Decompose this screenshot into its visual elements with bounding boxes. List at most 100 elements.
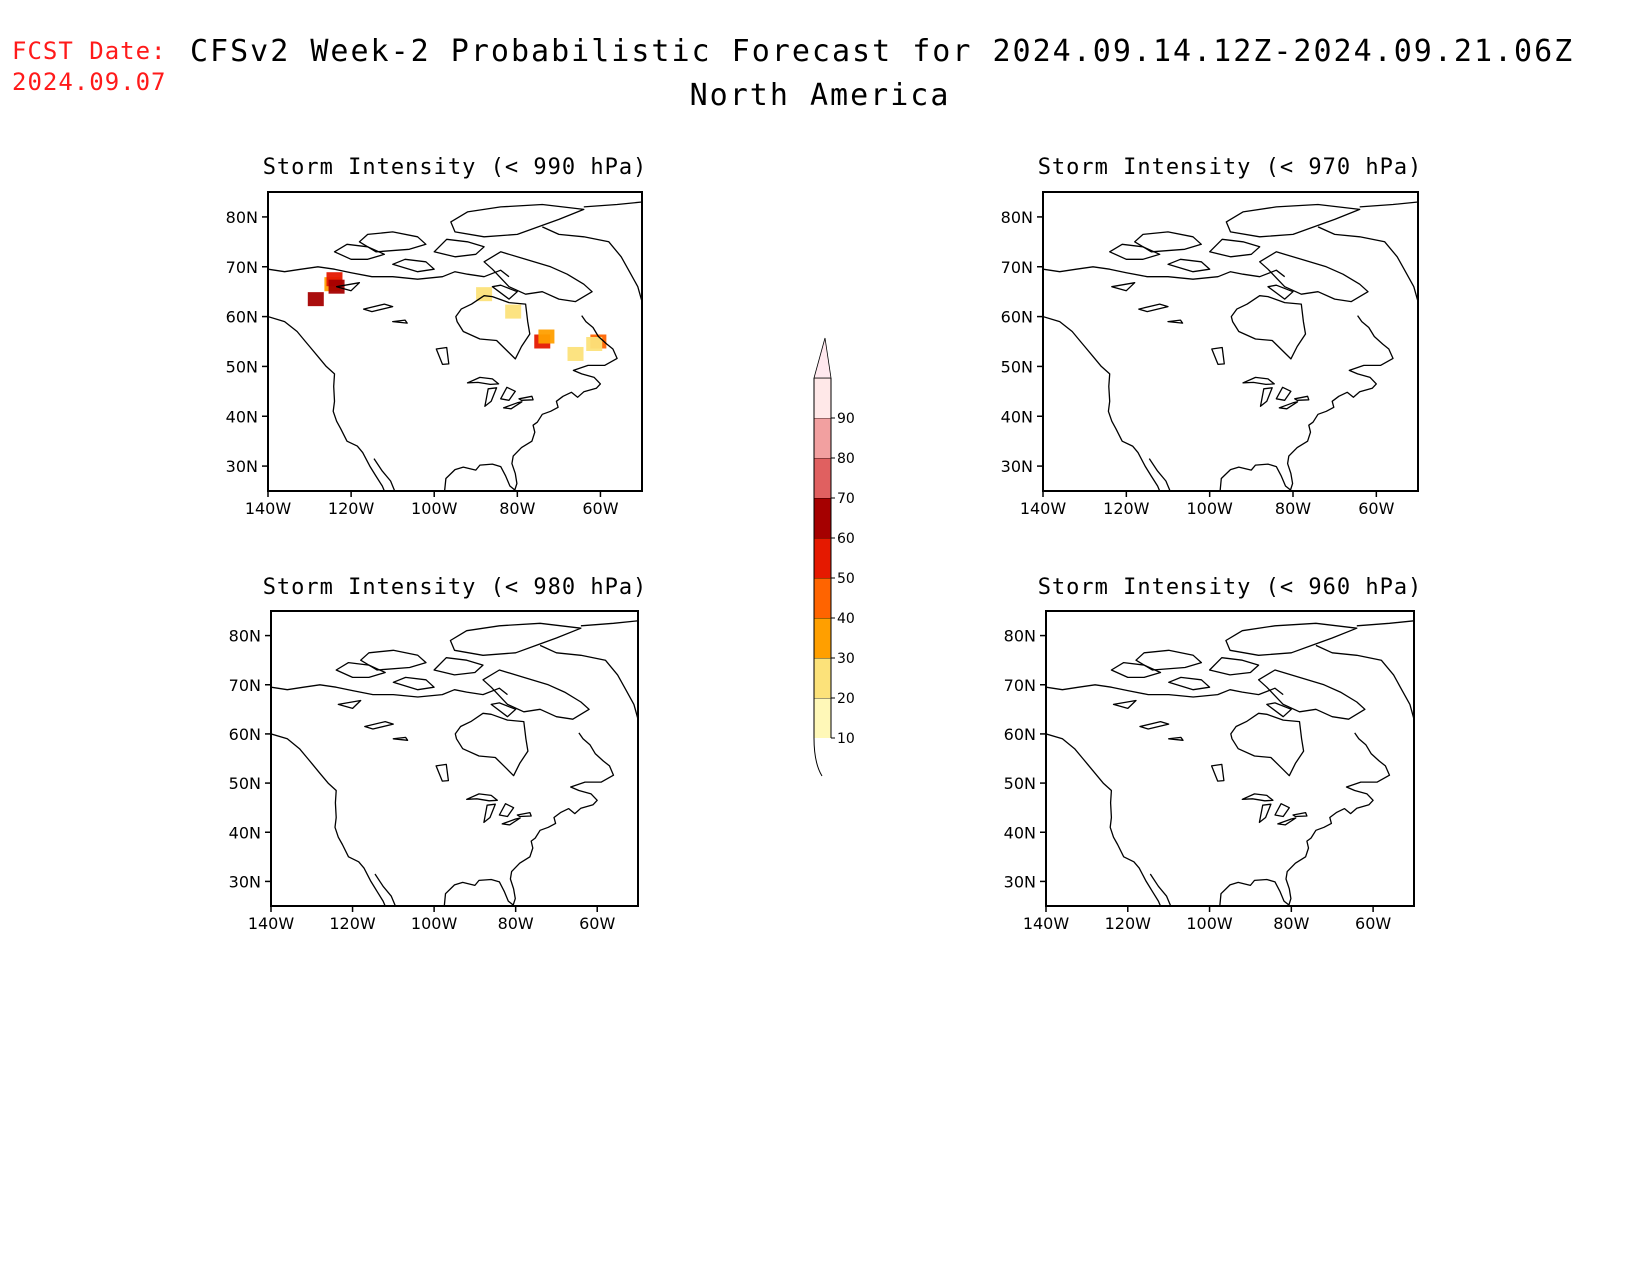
lat-tick-label: 80N — [1004, 627, 1036, 646]
lat-tick-label: 50N — [226, 357, 258, 376]
coastline — [1259, 387, 1273, 407]
coastline — [1230, 295, 1307, 360]
lon-tick-label: 80W — [1275, 499, 1311, 518]
coastline — [1225, 622, 1358, 656]
lon-tick-label: 120W — [1105, 914, 1152, 933]
coastline — [1257, 669, 1366, 720]
coastline — [373, 458, 396, 491]
coastline — [454, 712, 529, 777]
lon-tick-label: 60W — [1355, 914, 1391, 933]
coastline — [1111, 282, 1136, 292]
coastline — [392, 319, 408, 324]
coastline — [374, 873, 396, 906]
map-panel: Storm Intensity (< 960 hPa) 80N 70N 60N 50N 4… — [1004, 575, 1423, 933]
coastline — [1139, 720, 1170, 730]
coastline — [1043, 266, 1286, 280]
coastline — [1356, 620, 1414, 627]
lat-tick-label: 30N — [1001, 457, 1033, 476]
lat-tick-label: 40N — [1001, 407, 1033, 426]
coastline — [1110, 661, 1162, 679]
colorbar-label: 20 — [837, 691, 855, 707]
colorbar-bottom-end — [813, 737, 823, 777]
coastline — [1210, 763, 1225, 782]
coastline — [455, 295, 531, 360]
colorbar-segment — [814, 538, 831, 578]
coastline — [1225, 203, 1361, 238]
coastline — [271, 684, 508, 698]
map-frame — [1042, 191, 1419, 492]
coastline — [1148, 458, 1171, 491]
lat-tick-label: 40N — [229, 823, 261, 842]
coastline — [1109, 243, 1161, 260]
coastline — [435, 763, 450, 782]
lon-tick-label: 140W — [1020, 499, 1067, 518]
coastline — [450, 203, 585, 238]
colorbar-top-end — [813, 337, 832, 379]
coastline — [268, 266, 510, 280]
coastline — [498, 803, 515, 818]
lat-tick-label: 40N — [226, 407, 258, 426]
lon-tick-label: 120W — [329, 914, 376, 933]
probability-cell — [538, 329, 555, 344]
coastline — [1266, 702, 1292, 718]
colorbar-segment — [814, 618, 831, 658]
lat-tick-label: 60N — [226, 308, 258, 327]
panel-title: Storm Intensity (< 980 hPa) — [263, 575, 648, 600]
lon-tick-label: 120W — [328, 499, 375, 518]
map-frame — [267, 191, 643, 492]
region-subtitle: North America — [689, 78, 951, 113]
coastline — [1242, 376, 1275, 386]
colorbar-label: 10 — [837, 731, 855, 747]
coastline — [1046, 684, 1284, 698]
map-frame — [270, 610, 639, 907]
colorbar: 10 20 30 40 50 60 70 80 90 — [813, 337, 855, 777]
lon-tick-label: 140W — [248, 914, 295, 933]
coastline — [1294, 395, 1310, 401]
coastline — [490, 702, 517, 718]
coastline — [491, 284, 518, 300]
coastline — [362, 303, 394, 313]
coastline — [449, 622, 582, 656]
coastline — [1267, 284, 1294, 300]
panel-title: Storm Intensity (< 990 hPa) — [263, 155, 648, 180]
colorbar-segment — [814, 378, 831, 418]
colorbar-segment — [814, 658, 831, 698]
lat-tick-label: 30N — [229, 872, 261, 891]
coastline — [583, 201, 642, 208]
forecast-date-label: FCST Date: 2024.09.07 — [12, 36, 167, 98]
coastline — [482, 669, 590, 720]
lon-tick-label: 60W — [579, 914, 615, 933]
coastline — [502, 401, 523, 410]
lon-tick-label: 60W — [1358, 499, 1394, 518]
colorbar-label: 60 — [837, 531, 855, 547]
coastline — [1046, 733, 1162, 906]
lon-tick-label: 100W — [411, 914, 458, 933]
coastline — [1135, 649, 1203, 671]
probability-cell — [307, 292, 324, 307]
coastline — [1278, 401, 1299, 410]
coastline — [542, 226, 642, 302]
lat-tick-label: 50N — [229, 774, 261, 793]
coastline — [1167, 258, 1211, 273]
colorbar-label: 30 — [837, 651, 855, 667]
coastline — [435, 346, 450, 366]
coastline — [1138, 303, 1169, 313]
map-panel: Storm Intensity (< 970 hPa) 80N 70N 60N 50N 4… — [1001, 155, 1422, 518]
lat-tick-label: 50N — [1001, 357, 1033, 376]
coastline — [501, 817, 521, 826]
coastline — [1315, 644, 1414, 720]
lon-tick-label: 100W — [1186, 499, 1233, 518]
coastline — [516, 811, 532, 818]
main-title: CFSv2 Week-2 Probabilistic Forecast for … — [190, 34, 1575, 69]
coastline — [1211, 346, 1225, 366]
lon-tick-label: 80W — [499, 499, 535, 518]
colorbar-label: 40 — [837, 611, 855, 627]
coastline — [466, 793, 498, 802]
panel-title: Storm Intensity (< 960 hPa) — [1038, 575, 1423, 600]
coastline — [1259, 251, 1369, 303]
coastline — [539, 644, 638, 720]
lat-tick-label: 80N — [226, 208, 258, 227]
coastline — [580, 620, 638, 627]
coastline — [333, 243, 386, 260]
coastline — [1219, 315, 1394, 491]
